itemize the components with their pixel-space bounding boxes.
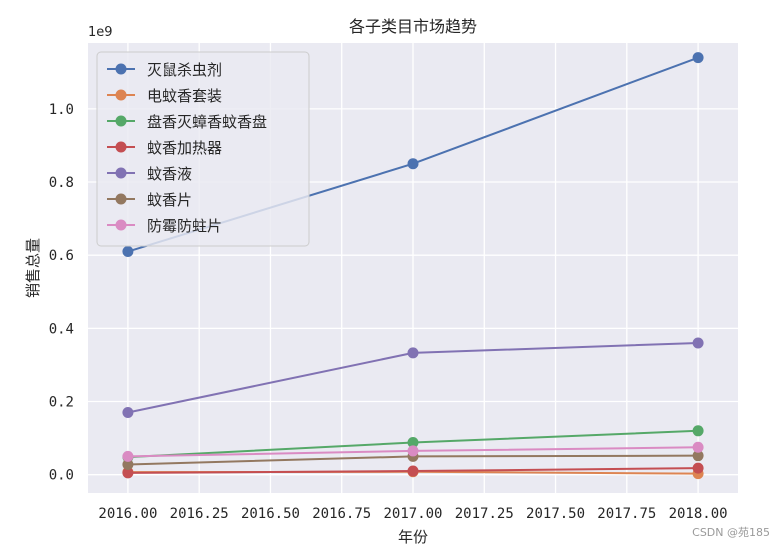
x-tick-label: 2016.50 <box>241 506 300 522</box>
y-tick-label: 0.4 <box>49 321 74 337</box>
y-tick-label: 0.6 <box>49 248 74 264</box>
data-point <box>122 450 134 462</box>
x-tick-label: 2016.75 <box>312 506 371 522</box>
y-tick-label: 1.0 <box>49 102 74 118</box>
series-6 <box>122 441 704 462</box>
legend-marker <box>115 141 127 153</box>
legend-box <box>96 51 310 247</box>
x-tick-label: 2016.25 <box>170 506 229 522</box>
data-point <box>692 462 704 474</box>
legend-marker <box>115 89 127 101</box>
legend-item: 蚊香片 <box>107 191 192 209</box>
legend-item: 灭鼠杀虫剂 <box>107 61 222 79</box>
x-axis-label: 年份 <box>398 528 428 546</box>
y-axis-ticks: 0.0 0.2 0.4 0.6 0.8 1.0 <box>49 102 74 484</box>
y-tick-label: 0.2 <box>49 395 74 411</box>
x-tick-label: 2017.50 <box>526 506 585 522</box>
data-point <box>407 465 419 477</box>
series-3 <box>122 462 704 479</box>
data-point <box>122 246 134 258</box>
legend-label: 电蚊香套装 <box>147 87 222 105</box>
y-tick-label: 0.8 <box>49 175 74 191</box>
legend-marker <box>115 219 127 231</box>
x-tick-label: 2018.00 <box>669 506 728 522</box>
grid <box>88 43 738 493</box>
data-point <box>692 425 704 437</box>
series-lines <box>122 52 704 480</box>
legend-item: 蚊香加热器 <box>107 139 222 157</box>
x-tick-label: 2017.00 <box>383 506 442 522</box>
data-point <box>692 441 704 453</box>
data-point <box>407 445 419 457</box>
legend-item: 蚊香液 <box>107 165 192 183</box>
data-point <box>122 458 134 470</box>
data-point <box>407 437 419 449</box>
watermark: CSDN @苑185 <box>692 526 770 539</box>
legend-item: 电蚊香套装 <box>107 87 222 105</box>
legend-marker <box>115 167 127 179</box>
chart-title: 各子类目市场趋势 <box>349 17 477 36</box>
legend-item: 防霉防蛀片 <box>107 217 222 235</box>
data-point <box>692 52 704 64</box>
legend-label: 蚊香液 <box>147 165 192 183</box>
x-tick-label: 2017.25 <box>455 506 514 522</box>
legend-item: 盘香灭蟑香蚊香盘 <box>107 113 267 131</box>
legend-label: 蚊香加热器 <box>147 139 222 157</box>
y-scale-note: 1e9 <box>88 25 113 40</box>
data-point <box>692 337 704 349</box>
data-point <box>407 347 419 359</box>
y-tick-label: 0.0 <box>49 468 74 484</box>
data-point <box>122 467 134 479</box>
legend-marker <box>115 63 127 75</box>
x-tick-label: 2017.75 <box>597 506 656 522</box>
legend-marker <box>115 193 127 205</box>
y-axis-label: 销售总量 <box>24 238 42 298</box>
legend-label: 灭鼠杀虫剂 <box>147 61 222 79</box>
x-tick-label: 2016.00 <box>98 506 157 522</box>
legend-label: 防霉防蛀片 <box>147 217 222 235</box>
legend-label: 盘香灭蟑香蚊香盘 <box>147 113 267 131</box>
legend-marker <box>115 115 127 127</box>
series-4 <box>122 337 704 419</box>
x-axis-ticks: 2016.00 2016.25 2016.50 2016.75 2017.00 2017.… <box>98 506 727 522</box>
data-point <box>122 407 134 419</box>
data-point <box>692 450 704 462</box>
legend-label: 蚊香片 <box>147 191 192 209</box>
data-point <box>407 158 419 170</box>
